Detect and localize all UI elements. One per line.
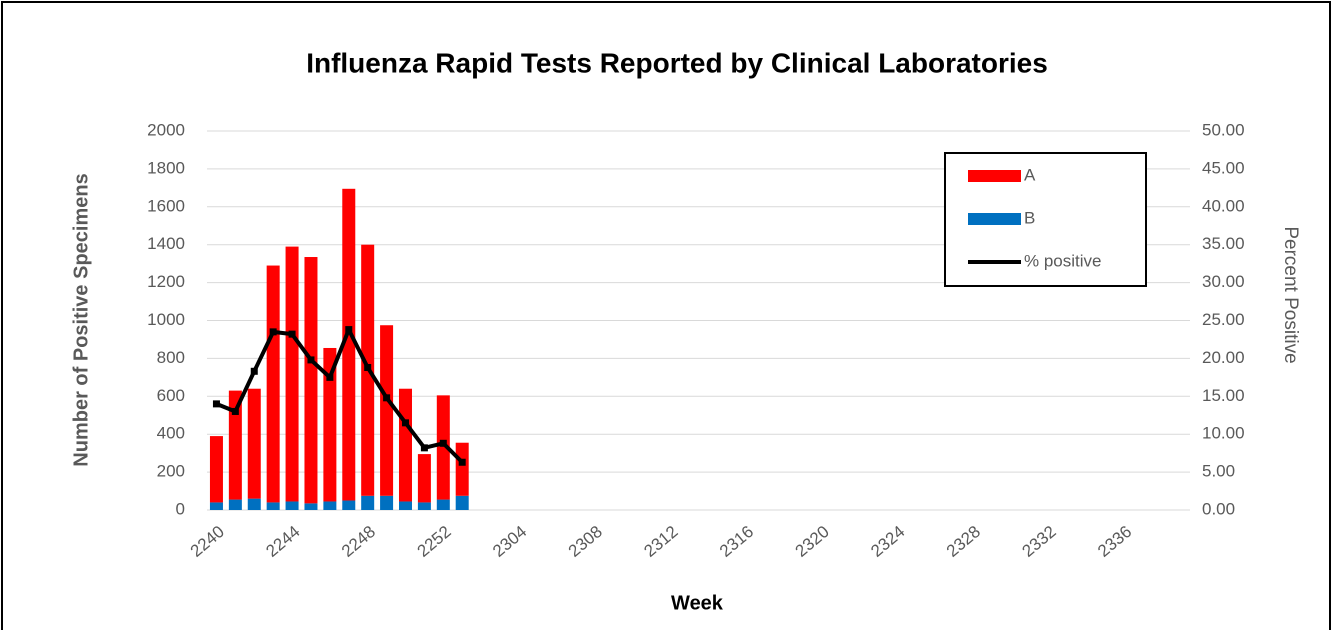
y-tick-label: 1000 bbox=[147, 310, 185, 329]
legend-label: A bbox=[1024, 165, 1036, 184]
bar bbox=[342, 188, 356, 501]
bar bbox=[417, 502, 431, 510]
bar bbox=[323, 501, 337, 510]
bar bbox=[436, 395, 450, 500]
y2-tick-label: 0.00 bbox=[1202, 499, 1235, 518]
y2-tick-label: 10.00 bbox=[1202, 424, 1245, 443]
bar bbox=[436, 499, 450, 510]
bar bbox=[398, 388, 412, 502]
bar bbox=[342, 500, 356, 510]
bar bbox=[323, 347, 337, 502]
y2-tick-label: 45.00 bbox=[1202, 158, 1245, 177]
y2-tick-label: 50.00 bbox=[1202, 120, 1245, 139]
line-marker bbox=[326, 373, 334, 381]
legend-label: % positive bbox=[1024, 251, 1101, 270]
line-marker bbox=[401, 419, 409, 427]
legend-label: B bbox=[1024, 208, 1035, 227]
line-marker bbox=[212, 400, 220, 408]
y-tick-label: 1800 bbox=[147, 158, 185, 177]
bar bbox=[361, 495, 375, 510]
bar bbox=[247, 388, 261, 499]
line-marker bbox=[383, 394, 391, 402]
y-tick-label: 1400 bbox=[147, 234, 185, 253]
y2-tick-label: 40.00 bbox=[1202, 196, 1245, 215]
line-marker bbox=[269, 328, 277, 336]
line-marker bbox=[345, 326, 353, 334]
y-tick-label: 1600 bbox=[147, 196, 185, 215]
y-tick-label: 1200 bbox=[147, 272, 185, 291]
y-tick-label: 800 bbox=[157, 348, 185, 367]
line-marker bbox=[458, 458, 466, 466]
legend-swatch bbox=[968, 170, 1021, 182]
y2-tick-label: 5.00 bbox=[1202, 462, 1235, 481]
bar bbox=[285, 501, 299, 510]
bar bbox=[455, 495, 469, 510]
y-tick-label: 600 bbox=[157, 386, 185, 405]
y2-tick-label: 15.00 bbox=[1202, 386, 1245, 405]
y2-tick-label: 35.00 bbox=[1202, 234, 1245, 253]
y2-axis-title: Percent Positive bbox=[1280, 226, 1301, 363]
chart-title: Influenza Rapid Tests Reported by Clinic… bbox=[306, 47, 1048, 78]
y2-tick-label: 20.00 bbox=[1202, 348, 1245, 367]
bar bbox=[228, 390, 242, 500]
line-marker bbox=[307, 356, 315, 364]
line-marker bbox=[420, 444, 428, 452]
legend-swatch bbox=[968, 213, 1021, 225]
bar bbox=[398, 501, 412, 510]
bar bbox=[455, 442, 469, 496]
bar bbox=[209, 502, 223, 510]
bar bbox=[266, 502, 280, 510]
y-tick-label: 200 bbox=[157, 462, 185, 481]
line-marker bbox=[288, 330, 296, 338]
line-marker bbox=[250, 367, 258, 375]
line-marker bbox=[364, 363, 372, 371]
bar bbox=[285, 246, 299, 502]
y-tick-label: 0 bbox=[176, 499, 185, 518]
y-tick-label: 2000 bbox=[147, 120, 185, 139]
bar bbox=[266, 265, 280, 503]
bar bbox=[228, 499, 242, 510]
y-tick-label: 400 bbox=[157, 424, 185, 443]
bar bbox=[304, 503, 318, 510]
bar bbox=[417, 454, 431, 503]
line-marker bbox=[439, 439, 447, 447]
line-marker bbox=[231, 407, 239, 415]
x-axis-title: Week bbox=[671, 592, 724, 614]
y2-tick-label: 30.00 bbox=[1202, 272, 1245, 291]
bar bbox=[380, 495, 394, 510]
bar bbox=[247, 498, 261, 510]
bar bbox=[304, 257, 318, 504]
bar bbox=[209, 436, 223, 503]
bar bbox=[380, 325, 394, 496]
y2-tick-label: 25.00 bbox=[1202, 310, 1245, 329]
y-axis-title: Number of Positive Specimens bbox=[70, 173, 92, 466]
line bbox=[215, 327, 464, 464]
